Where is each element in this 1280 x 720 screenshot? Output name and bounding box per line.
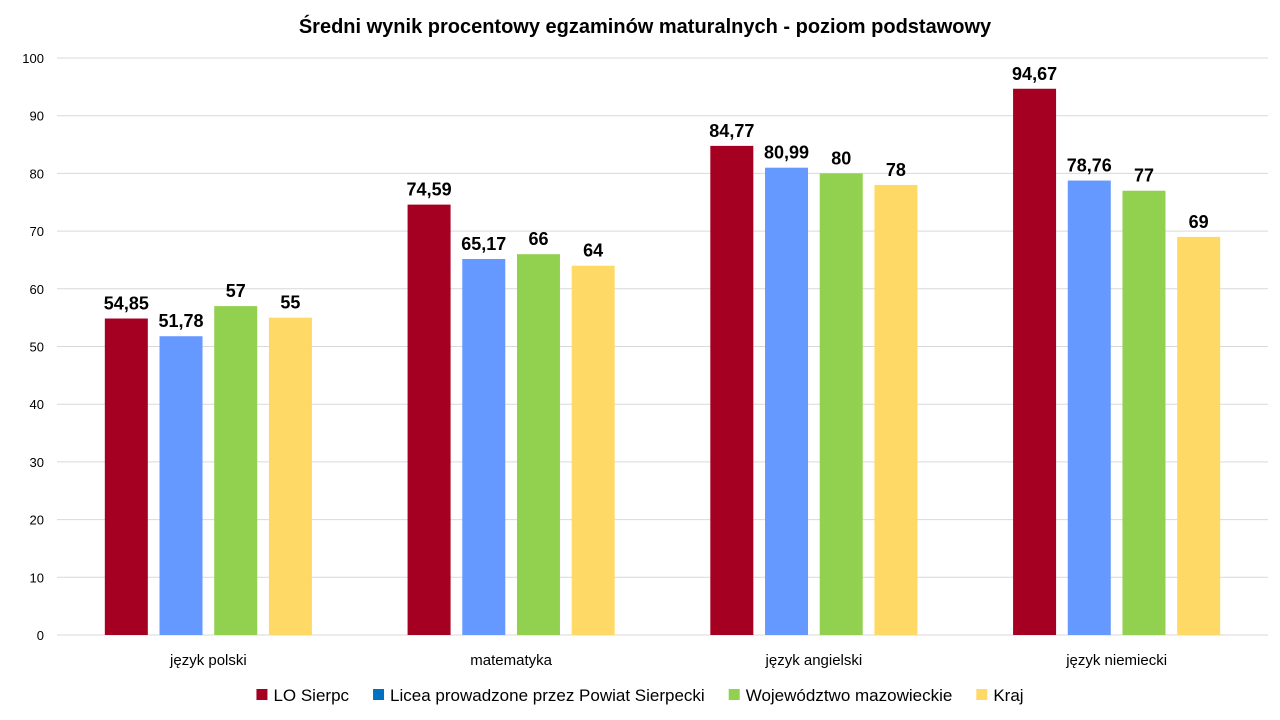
- legend-label: Licea prowadzone przez Powiat Sierpecki: [390, 686, 705, 705]
- legend-label: Kraj: [993, 686, 1023, 705]
- y-tick-label: 70: [30, 224, 44, 239]
- data-label: 54,85: [104, 294, 149, 314]
- y-tick-label: 10: [30, 570, 44, 585]
- bar: [765, 167, 809, 636]
- legend-item: Licea prowadzone przez Powiat Sierpecki: [373, 686, 705, 705]
- data-label: 84,77: [709, 121, 754, 141]
- y-tick-label: 90: [30, 109, 44, 124]
- legend-item: LO Sierpc: [256, 686, 350, 705]
- y-tick-label: 80: [30, 166, 44, 181]
- x-tick-label: język polski: [169, 652, 247, 669]
- bar: [571, 265, 615, 635]
- y-tick-label: 40: [30, 397, 44, 412]
- y-tick-label: 20: [30, 513, 44, 528]
- data-label: 80: [831, 148, 851, 168]
- legend-swatch: [256, 689, 268, 700]
- data-label: 51,78: [159, 311, 204, 331]
- data-label: 78,76: [1067, 156, 1112, 176]
- legend-item: Województwo mazowieckie: [728, 686, 953, 705]
- data-label: 77: [1134, 166, 1154, 186]
- data-label: 74,59: [407, 180, 452, 200]
- bar: [214, 306, 258, 635]
- bar: [268, 317, 312, 635]
- legend-swatch: [728, 689, 740, 700]
- bar: [159, 336, 203, 635]
- data-label: 78: [886, 160, 906, 180]
- bar: [462, 258, 506, 635]
- y-tick-label: 50: [30, 340, 44, 355]
- data-label: 64: [583, 241, 603, 261]
- data-label: 66: [528, 229, 548, 249]
- chart-title: Średni wynik procentowy egzaminów matura…: [299, 14, 992, 38]
- legend-item: Kraj: [976, 686, 1024, 705]
- bar: [710, 145, 754, 635]
- bar: [819, 173, 863, 635]
- x-tick-label: matematyka: [470, 652, 552, 669]
- y-tick-label: 60: [30, 282, 44, 297]
- data-label: 80,99: [764, 143, 809, 163]
- data-label: 65,17: [461, 234, 506, 254]
- bar: [1067, 180, 1111, 635]
- data-label: 55: [280, 293, 300, 313]
- bar: [1013, 88, 1057, 636]
- y-tick-label: 30: [30, 455, 44, 470]
- y-tick-label: 0: [37, 628, 44, 643]
- x-tick-label: język niemiecki: [1065, 652, 1167, 669]
- bar: [104, 318, 148, 635]
- bar: [874, 184, 918, 635]
- bar: [1177, 236, 1221, 635]
- legend-label: Województwo mazowieckie: [746, 686, 953, 705]
- legend-swatch: [976, 689, 988, 700]
- bar: [407, 204, 451, 635]
- bar: [1122, 190, 1166, 635]
- data-label: 94,67: [1012, 64, 1057, 84]
- legend-swatch: [373, 689, 385, 700]
- data-label: 69: [1189, 212, 1209, 232]
- x-tick-label: język angielski: [765, 652, 863, 669]
- y-tick-label: 100: [22, 51, 44, 66]
- legend-label: LO Sierpc: [273, 686, 349, 705]
- bar: [516, 254, 560, 635]
- data-label: 57: [226, 281, 246, 301]
